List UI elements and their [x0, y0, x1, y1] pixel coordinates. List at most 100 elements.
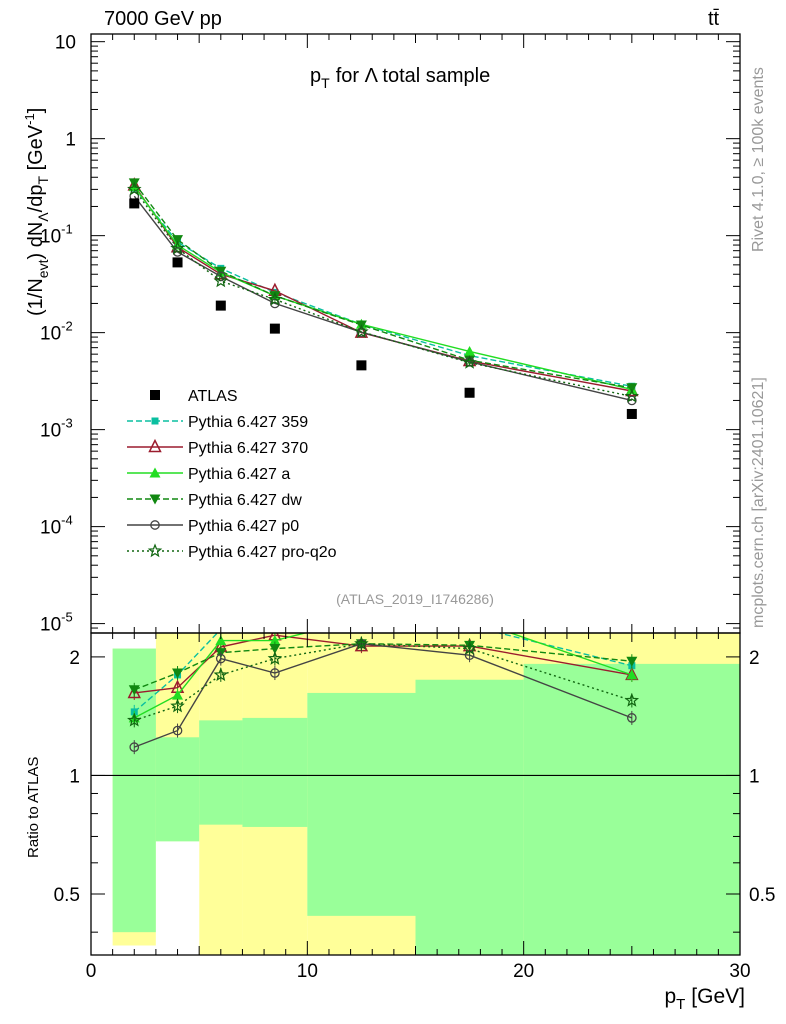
atlas-point [269, 323, 280, 334]
ratio-point [354, 636, 369, 650]
series-point [172, 235, 184, 246]
legend-label: Pythia 6.427 dw [188, 492, 302, 509]
legend-label: Pythia 6.427 370 [188, 440, 308, 457]
ratio-tick-label-right: 1 [749, 766, 760, 787]
series-point [213, 273, 229, 288]
ratio-point [127, 684, 141, 699]
analysis-id: (ATLAS_2019_I1746286) [336, 591, 494, 607]
mcplots-label: mcplots.cern.ch [arXiv:2401.10621] [750, 377, 767, 628]
ratio-point [129, 742, 140, 752]
legend-marker [147, 543, 163, 558]
band-inner-bin [199, 720, 243, 825]
ratio-point [172, 668, 184, 679]
ratio-point [626, 713, 637, 723]
atlas-point [172, 257, 183, 268]
series-point [270, 298, 280, 309]
atlas-point [464, 387, 475, 398]
legend-marker [149, 494, 161, 505]
y-tick-label: 10-5 [40, 610, 73, 636]
ratio-point [624, 692, 640, 707]
y-tick-label: 10-3 [40, 416, 73, 442]
band-inner-bin [415, 679, 524, 955]
atlas-point [215, 300, 226, 311]
energy-label: 7000 GeV pp [104, 8, 222, 30]
legend-marker-atlas [150, 390, 160, 400]
series-line-pythia-6-427-p0 [133, 195, 632, 402]
ratio-point [172, 689, 184, 700]
ratio-point [172, 725, 183, 736]
series-line-pythia-6-427-370 [133, 184, 632, 392]
series-point [354, 324, 369, 339]
atlas-point [626, 408, 637, 419]
ratio-point [462, 640, 477, 655]
ratio-point [269, 644, 281, 655]
legend-marker [150, 520, 160, 530]
legend-label: Pythia 6.427 p0 [188, 518, 299, 535]
ratio-tick-label-left: 2 [69, 648, 80, 669]
series-line-pythia-6-427-dw [133, 182, 632, 389]
series-point [170, 240, 185, 255]
ratio-y-axis-label: Ratio to ATLAS [25, 757, 42, 858]
x-axis-label: pT [GeV] [664, 985, 745, 1013]
process-label: tt̄ [708, 8, 720, 30]
x-tick-label: 20 [513, 961, 534, 982]
y-axis-label: (1/Nevt) dNΛ/dpT [GeV-1] [22, 108, 51, 316]
ratio-tick-label-right: 0.5 [749, 885, 775, 906]
ratio-tick-label-right: 2 [749, 648, 760, 669]
ratio-point [269, 635, 281, 646]
series-line-pythia-6-427-pro-q2o [133, 188, 632, 398]
ratio-point [170, 698, 185, 713]
series-point [462, 355, 477, 369]
legend-label: Pythia 6.427 359 [188, 414, 308, 431]
axis-ticks: 0 10 20 30 10-5 10-4 10-3 10-2 10-1 1 10 0.5 0.5 1 1 2 2 [40, 33, 775, 982]
ratio-point [267, 650, 283, 665]
legend-marker [149, 467, 161, 478]
legend-label-atlas: ATLAS [188, 388, 238, 405]
ratio-point [626, 656, 638, 667]
legend-label: Pythia 6.427 pro-q2o [188, 544, 337, 561]
legend: ATLAS Pythia 6.427 359 Pythia 6.427 370 Pyt… [127, 388, 337, 561]
legend-label: Pythia 6.427 a [188, 466, 290, 483]
atlas-point [129, 198, 140, 209]
band-inner-bin [307, 692, 416, 916]
series-point [215, 271, 226, 282]
ratio-tick-label-left: 1 [69, 766, 80, 787]
ratio-uncertainty-bands [91, 633, 740, 955]
atlas-point [356, 360, 367, 371]
series-point [127, 181, 142, 196]
series-point [626, 383, 638, 394]
ratio-point [213, 667, 229, 682]
y-tick-label: 1 [65, 130, 76, 151]
series-line-pythia-6-427-359 [133, 187, 632, 387]
x-tick-label: 30 [729, 961, 750, 982]
y-tick-label: 10-2 [40, 319, 73, 345]
ratio-point [626, 669, 638, 680]
main-series-group [127, 177, 640, 406]
series-point [267, 291, 283, 306]
rivet-version-label: Rivet 4.1.0, ≥ 100k events [750, 67, 767, 252]
series-point [464, 345, 476, 356]
series-point [356, 327, 367, 338]
ratio-point [128, 685, 140, 696]
series-line-pythia-6-427-a [133, 186, 632, 391]
atlas-data-points [129, 198, 637, 419]
y-tick-label: 10-1 [40, 222, 73, 248]
ratio-point [270, 668, 280, 678]
ratio-tick-label-left: 0.5 [54, 885, 80, 906]
y-tick-label: 10 [55, 33, 76, 54]
y-tick-label: 10-4 [40, 513, 73, 539]
band-inner-bin [242, 717, 308, 827]
ratio-point [215, 653, 226, 664]
x-tick-label: 10 [297, 961, 318, 982]
band-inner-bin [523, 663, 740, 955]
chart-title: pT for Λ total sample [310, 65, 490, 91]
ratio-point [215, 635, 227, 646]
x-tick-label: 0 [86, 961, 97, 982]
ratio-point [127, 712, 142, 727]
series-point [269, 291, 281, 302]
series-point [624, 388, 640, 403]
ratio-series-group [127, 633, 640, 755]
band-inner-bin [155, 737, 200, 842]
legend-marker [151, 417, 159, 425]
